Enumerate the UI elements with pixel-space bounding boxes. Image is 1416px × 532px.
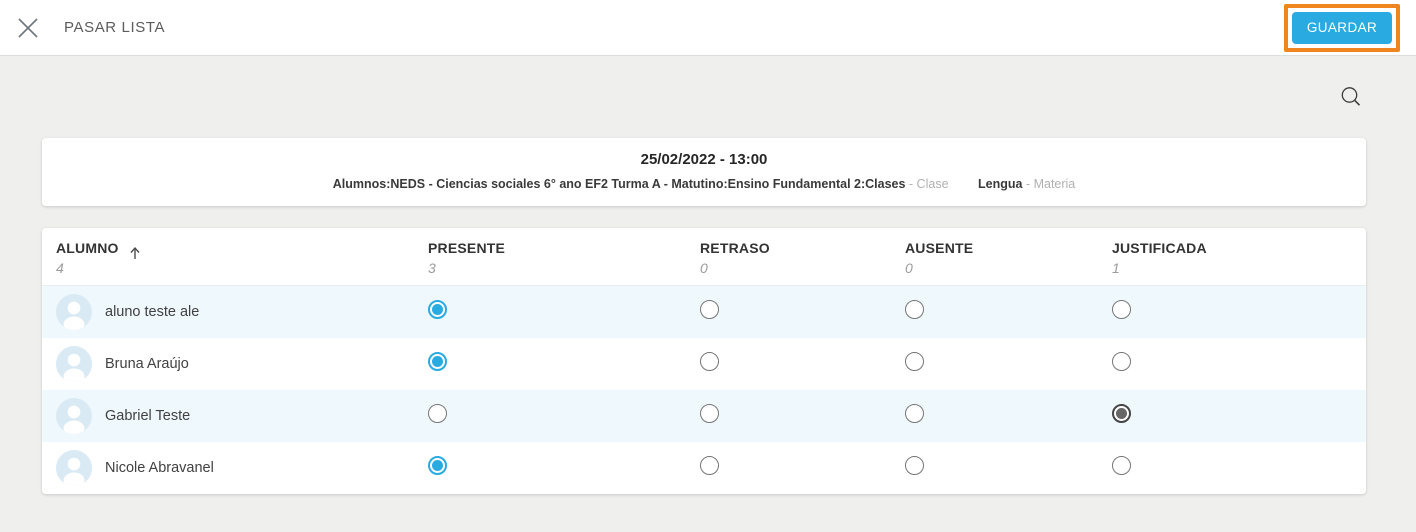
radio-circle [905, 352, 924, 371]
radio-circle [700, 352, 719, 371]
save-button-highlight: GUARDAR [1284, 3, 1400, 52]
student-avatar [56, 346, 92, 382]
student-avatar [56, 398, 92, 434]
column-header-alumno: ALUMNO 4 [56, 240, 428, 276]
column-count-ausente: 0 [905, 260, 913, 276]
session-meta: Alumnos:NEDS - Ciencias sociales 6° ano … [58, 177, 1350, 191]
student-row: Bruna Araújo [42, 338, 1366, 390]
radio-ausente[interactable] [905, 404, 1112, 428]
save-button[interactable]: GUARDAR [1292, 11, 1392, 44]
attendance-table: ALUMNO 4 PRESENTE 3 RETRASO 0 AUSENTE 0 [42, 228, 1366, 494]
radio-circle [905, 404, 924, 423]
session-subject-suffix: - Materia [1025, 177, 1076, 191]
radio-circle [428, 456, 447, 475]
student-name: Nicole Abravanel [105, 460, 214, 476]
session-class-name: Alumnos:NEDS - Ciencias sociales 6° ano … [332, 177, 906, 191]
student-cell: Nicole Abravanel [56, 450, 428, 486]
column-header-retraso: RETRASO 0 [700, 240, 905, 276]
column-count-alumno: 4 [56, 260, 64, 276]
column-count-justificada: 1 [1112, 260, 1120, 276]
radio-ausente[interactable] [905, 352, 1112, 376]
column-label-ausente[interactable]: AUSENTE [905, 240, 974, 256]
radio-circle [700, 456, 719, 475]
radio-circle [700, 300, 719, 319]
column-label-retraso[interactable]: RETRASO [700, 240, 770, 256]
person-icon [63, 457, 85, 486]
column-header-ausente: AUSENTE 0 [905, 240, 1112, 276]
student-row: Gabriel Teste [42, 390, 1366, 442]
student-cell: aluno teste ale [56, 294, 428, 330]
close-icon [18, 17, 38, 38]
student-avatar [56, 450, 92, 486]
radio-circle [1112, 352, 1131, 371]
sort-ascending-icon[interactable] [129, 246, 141, 260]
student-cell: Gabriel Teste [56, 398, 428, 434]
radio-ausente[interactable] [905, 300, 1112, 324]
radio-presente[interactable] [428, 456, 700, 480]
radio-retraso[interactable] [700, 300, 905, 324]
radio-circle [428, 404, 447, 423]
search-button[interactable] [1336, 82, 1366, 112]
session-subject: Lengua [978, 177, 1023, 191]
radio-circle [905, 456, 924, 475]
radio-circle [700, 404, 719, 423]
radio-retraso[interactable] [700, 352, 905, 376]
radio-presente[interactable] [428, 300, 700, 324]
person-icon [63, 301, 85, 330]
radio-justificada[interactable] [1112, 300, 1366, 324]
page-title: PASAR LISTA [64, 19, 166, 36]
radio-ausente[interactable] [905, 456, 1112, 480]
table-body: aluno teste ale Bruna Araújo [42, 286, 1366, 494]
column-label-alumno[interactable]: ALUMNO [56, 240, 119, 256]
radio-presente[interactable] [428, 404, 700, 428]
radio-retraso[interactable] [700, 456, 905, 480]
main-content: 25/02/2022 - 13:00 Alumnos:NEDS - Cienci… [0, 82, 1416, 494]
radio-circle [1112, 300, 1131, 319]
radio-presente[interactable] [428, 352, 700, 376]
column-label-justificada[interactable]: JUSTIFICADA [1112, 240, 1207, 256]
student-cell: Bruna Araújo [56, 346, 428, 382]
student-row: Nicole Abravanel [42, 442, 1366, 494]
person-icon [63, 353, 85, 382]
radio-justificada[interactable] [1112, 456, 1366, 480]
radio-circle [428, 352, 447, 371]
student-name: Bruna Araújo [105, 356, 189, 372]
table-header-row: ALUMNO 4 PRESENTE 3 RETRASO 0 AUSENTE 0 [42, 228, 1366, 286]
topbar: PASAR LISTA GUARDAR [0, 0, 1416, 56]
person-icon [63, 405, 85, 434]
session-card: 25/02/2022 - 13:00 Alumnos:NEDS - Cienci… [42, 138, 1366, 206]
student-avatar [56, 294, 92, 330]
search-row [42, 82, 1366, 112]
radio-circle [905, 300, 924, 319]
radio-justificada[interactable] [1112, 352, 1366, 376]
radio-retraso[interactable] [700, 404, 905, 428]
column-header-presente: PRESENTE 3 [428, 240, 700, 276]
radio-circle [428, 300, 447, 319]
search-icon [1341, 87, 1361, 106]
radio-circle [1112, 456, 1131, 475]
column-count-presente: 3 [428, 260, 436, 276]
radio-justificada[interactable] [1112, 404, 1366, 428]
session-class-suffix: - Clase [908, 177, 949, 191]
radio-circle [1112, 404, 1131, 423]
column-label-presente[interactable]: PRESENTE [428, 240, 506, 256]
student-row: aluno teste ale [42, 286, 1366, 338]
column-header-justificada: JUSTIFICADA 1 [1112, 240, 1366, 276]
close-button[interactable] [8, 8, 48, 48]
student-name: Gabriel Teste [105, 408, 191, 424]
student-name: aluno teste ale [105, 304, 200, 320]
session-datetime: 25/02/2022 - 13:00 [640, 151, 768, 168]
column-count-retraso: 0 [700, 260, 708, 276]
